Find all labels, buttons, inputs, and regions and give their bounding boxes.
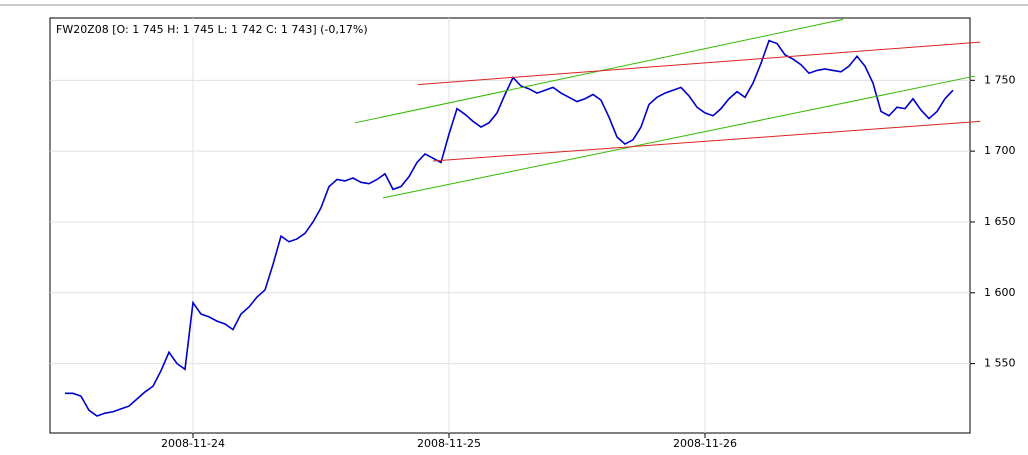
y-tick-label: 1 650 bbox=[984, 215, 1016, 228]
trend-line bbox=[432, 120, 981, 162]
x-tick-label: 2008-11-26 bbox=[673, 437, 737, 450]
trend-line bbox=[417, 41, 981, 86]
title-bg bbox=[52, 21, 366, 37]
marks bbox=[65, 18, 981, 417]
x-tick-label: 2008-11-25 bbox=[417, 437, 481, 450]
y-tick-label: 1 750 bbox=[984, 73, 1016, 86]
grid bbox=[50, 18, 970, 433]
price-line bbox=[65, 39, 954, 417]
x-tick-label: 2008-11-24 bbox=[161, 437, 225, 450]
trend-line bbox=[382, 75, 976, 199]
y-tick-label: 1 600 bbox=[984, 286, 1016, 299]
chart-title: FW20Z08 [O: 1 745 H: 1 745 L: 1 742 C: 1… bbox=[56, 23, 368, 36]
y-tick-label: 1 700 bbox=[984, 144, 1016, 157]
y-tick-label: 1 550 bbox=[984, 357, 1016, 370]
